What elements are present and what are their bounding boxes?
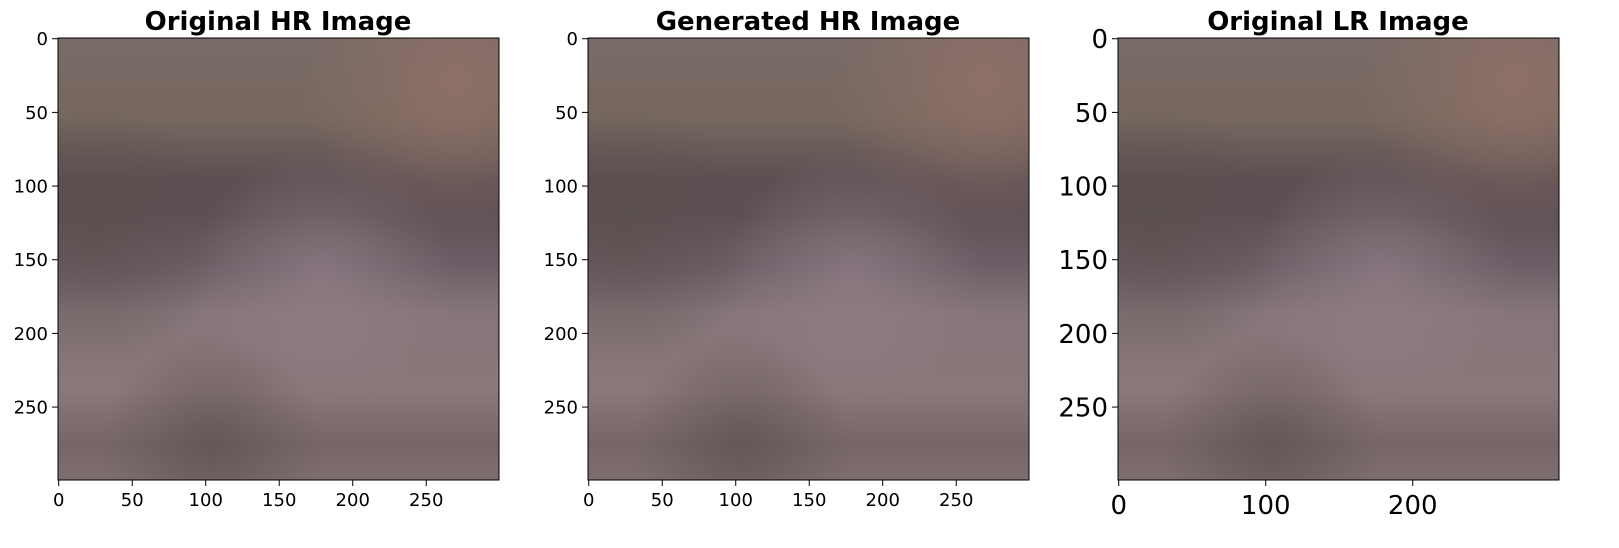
y-tick-label: 100 [1058,172,1108,202]
axes-frame [57,37,500,481]
x-tick-label: 250 [939,490,973,511]
y-tick-label: 150 [14,250,48,271]
image-original-hr [58,38,499,480]
x-tick-label: 150 [262,490,296,511]
y-tick-label: 50 [1075,99,1108,129]
y-tick-label: 150 [544,250,578,271]
panel-title: Original HR Image [145,7,412,37]
panel-original-hr [57,37,500,481]
panel-title: Original LR Image [1207,7,1469,37]
x-tick-label: 0 [1110,491,1127,521]
x-tick-label: 50 [121,490,144,511]
y-tick-label: 50 [25,103,48,124]
x-tick-label: 100 [719,490,753,511]
y-tick-label: 100 [14,177,48,198]
image-generated-hr [588,38,1029,480]
x-tick-label: 200 [1388,491,1438,521]
axes-frame [1117,37,1560,481]
y-tick-label: 200 [14,324,48,345]
y-tick-label: 0 [1091,25,1108,55]
panel-generated-hr [587,37,1030,481]
x-tick-label: 100 [1241,491,1291,521]
y-tick-label: 150 [1058,246,1108,276]
y-tick-label: 0 [567,29,578,50]
x-tick-label: 250 [409,490,443,511]
x-tick-label: 0 [583,490,594,511]
x-tick-label: 100 [189,490,223,511]
axes-frame [587,37,1030,481]
axis-ticks: 0 50 100 150 200 250 0 50 100 150 200 250 0 50 100 150 2… [14,25,1438,521]
y-tick-label: 50 [555,103,578,124]
y-tick-label: 250 [14,398,48,419]
y-tick-label: 100 [544,177,578,198]
x-tick-label: 150 [792,490,826,511]
panel-original-lr [1117,37,1560,481]
x-tick-label: 0 [53,490,64,511]
y-tick-label: 0 [37,29,48,50]
image-original-lr [1118,38,1559,480]
y-tick-label: 200 [1058,320,1108,350]
y-tick-label: 250 [544,398,578,419]
x-tick-label: 200 [336,490,370,511]
x-tick-label: 50 [651,490,674,511]
y-tick-label: 250 [1058,393,1108,423]
y-tick-label: 200 [544,324,578,345]
panel-title: Generated HR Image [656,7,961,37]
x-tick-label: 200 [866,490,900,511]
